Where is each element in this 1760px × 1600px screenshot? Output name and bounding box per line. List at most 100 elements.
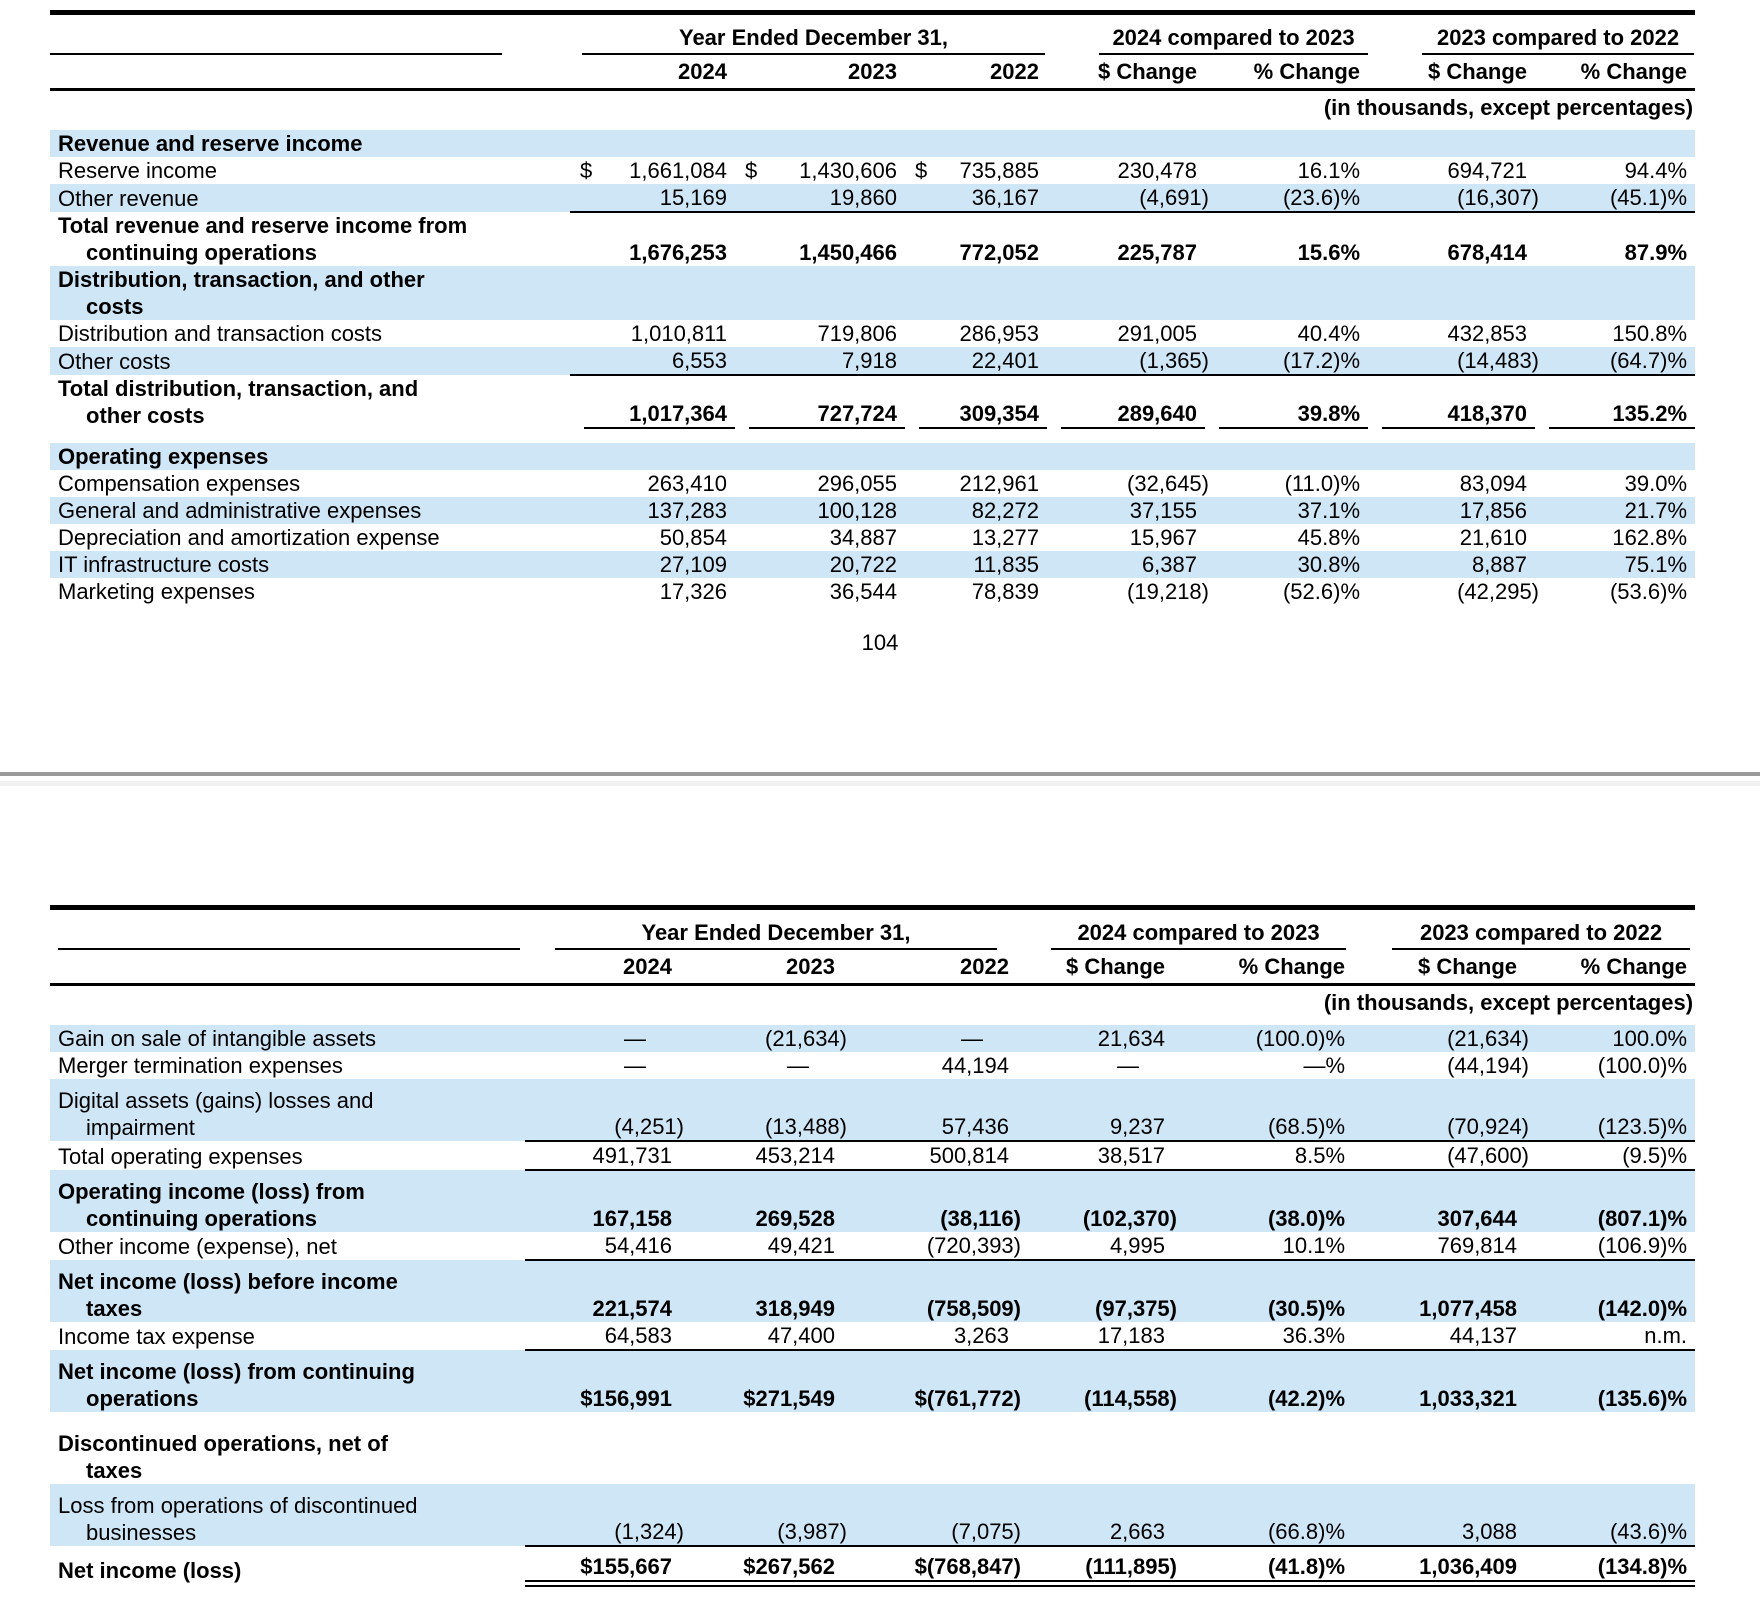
cell-content: 34,887 bbox=[735, 524, 905, 551]
table-row: Operating income (loss) from continuing … bbox=[50, 1170, 1696, 1232]
group-header: 2024 compared to 2023 bbox=[1047, 13, 1369, 55]
cell-value: (102,370) bbox=[1082, 1206, 1177, 1231]
cell-content: 769,814 bbox=[1353, 1232, 1525, 1259]
cell bbox=[525, 1422, 680, 1484]
row-label: General and administrative expenses bbox=[50, 497, 570, 524]
cell-content: (758,509) bbox=[843, 1295, 1021, 1322]
cell-content: — bbox=[525, 1052, 680, 1079]
cell: — bbox=[525, 1025, 680, 1052]
cell-content: (30.5)% bbox=[1173, 1295, 1353, 1322]
cell-value: 1,036,409 bbox=[1419, 1554, 1518, 1579]
column-header: $ Change bbox=[1017, 950, 1173, 986]
cell-content: (52.6)% bbox=[1205, 578, 1368, 605]
cell-content: $(768,847) bbox=[843, 1553, 1021, 1580]
cell-content: (42,295) bbox=[1368, 578, 1539, 605]
cell-content: (1,365) bbox=[1047, 347, 1209, 374]
cell-value: n.m. bbox=[1644, 1323, 1688, 1348]
cell-content: (44,194) bbox=[1353, 1052, 1529, 1079]
cell: 45.8% bbox=[1205, 524, 1368, 551]
cell: 47,400 bbox=[680, 1322, 843, 1351]
cell-value: (41.8)% bbox=[1267, 1554, 1346, 1579]
cell-value: 1,017,364 bbox=[629, 401, 727, 426]
row-label-text: Total operating expenses bbox=[58, 1144, 303, 1169]
row-label-text: Other revenue bbox=[58, 186, 199, 211]
row-label-text: Net income (loss) before income taxes bbox=[58, 1269, 398, 1321]
cell-content: 13,277 bbox=[905, 524, 1047, 551]
group-header: 2023 compared to 2022 bbox=[1368, 13, 1695, 55]
table-body: Gain on sale of intangible assets — (21,63… bbox=[50, 1025, 1696, 1587]
row-label: Depreciation and amortization expense bbox=[50, 524, 570, 551]
cell-value: 286,953 bbox=[959, 321, 1039, 346]
cell-value: 100,128 bbox=[817, 498, 897, 523]
cell: 296,055 bbox=[735, 470, 905, 497]
row-label-text: Other income (expense), net bbox=[58, 1234, 337, 1259]
cell-value: (52.6)% bbox=[1282, 579, 1361, 604]
cell: 3,263 bbox=[843, 1322, 1017, 1351]
cell: 39.0% bbox=[1535, 470, 1695, 497]
cell: (1,365) bbox=[1047, 347, 1209, 376]
cell-value: 1,450,466 bbox=[799, 240, 897, 265]
cell-value: 772,052 bbox=[959, 240, 1039, 265]
row-label: Net income (loss) before income taxes bbox=[50, 1260, 525, 1322]
cell-value: 47,400 bbox=[767, 1323, 835, 1348]
cell: 22,401 bbox=[905, 347, 1047, 376]
cell: 15,169 bbox=[570, 184, 735, 213]
cell-value: (100.0)% bbox=[1255, 1026, 1346, 1051]
cell-content: (97,375) bbox=[1017, 1295, 1177, 1322]
cell-content: (111,895) bbox=[1017, 1553, 1177, 1580]
cell: (14,483) bbox=[1368, 347, 1539, 376]
cell-content: 1,010,811 bbox=[570, 320, 735, 347]
cell-content: 291,005 bbox=[1047, 320, 1205, 347]
row-label: Reserve income bbox=[50, 157, 570, 184]
cell-value: 6,553 bbox=[671, 348, 727, 373]
group-header-label: 2023 compared to 2022 bbox=[1392, 919, 1691, 950]
column-header: % Change bbox=[1205, 55, 1369, 91]
label-column-subheader bbox=[50, 950, 525, 986]
cell-value: 418,370 bbox=[1447, 401, 1528, 426]
cell: 727,724 bbox=[735, 375, 905, 429]
financial-table: Year Ended December 31, 2024 compared to … bbox=[50, 10, 1696, 605]
cell-content: 15,967 bbox=[1047, 524, 1205, 551]
cell: 1,036,409 bbox=[1353, 1546, 1526, 1587]
cell-value: 6,387 bbox=[1141, 552, 1197, 577]
cell-value: 22,401 bbox=[971, 348, 1039, 373]
cell-value: 3,263 bbox=[953, 1323, 1009, 1348]
cell-value: 291,005 bbox=[1117, 321, 1197, 346]
spacer-row bbox=[50, 1412, 1695, 1422]
cell: (21,634) bbox=[680, 1025, 847, 1052]
cell: 100,128 bbox=[735, 497, 905, 524]
page-break-shadow bbox=[0, 781, 1760, 786]
cell-value: (123.5)% bbox=[1597, 1114, 1688, 1139]
cell: (1,324) bbox=[525, 1484, 684, 1547]
cell-content: 167,158 bbox=[525, 1205, 680, 1232]
cell: (4,691) bbox=[1047, 184, 1209, 213]
cell-content: $735,885 bbox=[905, 157, 1047, 184]
cell-content: $271,549 bbox=[680, 1385, 843, 1412]
cell-content: 727,724 bbox=[749, 400, 905, 429]
cell: 44,137 bbox=[1353, 1322, 1526, 1351]
cell: — bbox=[1017, 1052, 1173, 1079]
cell-content: 17,326 bbox=[570, 578, 735, 605]
row-label: Distribution, transaction, and other cos… bbox=[50, 266, 570, 320]
cell-value: (13,488) bbox=[765, 1114, 847, 1139]
cell-content: (47,600) bbox=[1353, 1142, 1529, 1169]
cell-content: 36,544 bbox=[735, 578, 905, 605]
cell-content: 491,731 bbox=[525, 1142, 680, 1169]
row-label: Total distribution, transaction, and oth… bbox=[50, 375, 570, 429]
cell: (21,634) bbox=[1353, 1025, 1529, 1052]
cell: (19,218) bbox=[1047, 578, 1209, 605]
cell: 1,676,253 bbox=[570, 212, 735, 266]
cell-value: 309,354 bbox=[959, 401, 1039, 426]
cell: 13,277 bbox=[905, 524, 1047, 551]
cell-content: 40.4% bbox=[1205, 320, 1368, 347]
cell: (68.5)% bbox=[1173, 1079, 1354, 1142]
cell: (106.9)% bbox=[1525, 1232, 1696, 1261]
cell-content: 3,088 bbox=[1353, 1518, 1525, 1545]
cell bbox=[735, 266, 905, 320]
cell-value: 38,517 bbox=[1097, 1143, 1165, 1168]
cell-content: 50,854 bbox=[570, 524, 735, 551]
cell-value: (21,634) bbox=[765, 1026, 847, 1051]
row-label: IT infrastructure costs bbox=[50, 551, 570, 578]
group-header: Year Ended December 31, bbox=[570, 13, 1047, 55]
cell-value: 2,663 bbox=[1109, 1519, 1165, 1544]
